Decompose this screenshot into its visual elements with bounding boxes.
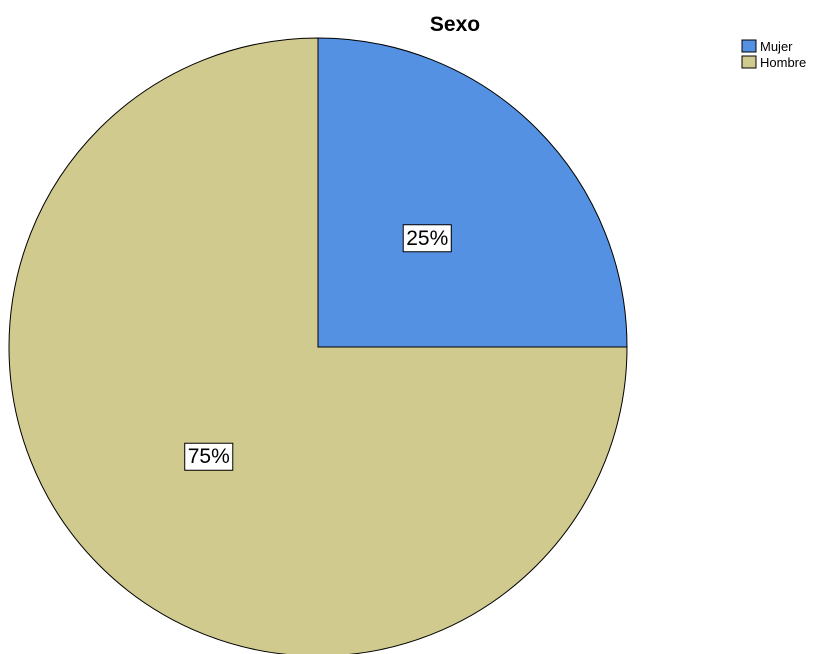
slice-label-mujer: 25% <box>402 224 452 253</box>
chart-title: Sexo <box>430 13 480 36</box>
slice-label-text: 25% <box>406 227 448 250</box>
pie-slices <box>8 37 628 654</box>
slice-label-hombre: 75% <box>184 442 234 471</box>
legend-label-hombre: Hombre <box>760 55 806 70</box>
legend-label-mujer: Mujer <box>760 39 793 54</box>
legend-swatch-hombre <box>741 55 757 69</box>
pie-slice-hombre <box>8 37 628 654</box>
slice-label-box <box>402 224 452 253</box>
slice-label-box <box>184 442 234 471</box>
pie-slice-mujer <box>317 37 628 348</box>
legend-swatch-mujer <box>741 39 757 53</box>
slice-labels: 25% 75% <box>184 224 452 471</box>
slice-label-text: 75% <box>188 445 230 468</box>
